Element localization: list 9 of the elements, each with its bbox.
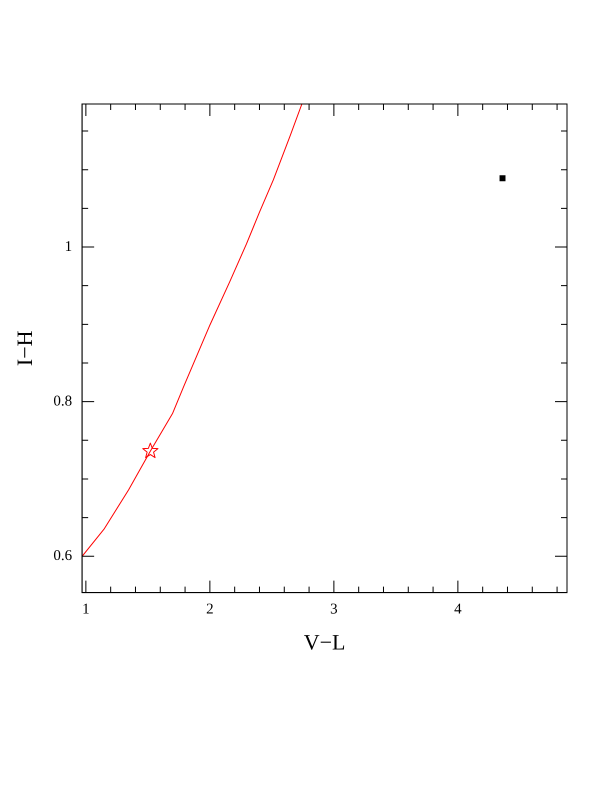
y-axis-title: I−H [12,330,37,366]
y-tick-label: 0.6 [53,548,73,564]
x-tick-label: 3 [330,602,338,618]
y-tick-label: 1 [64,238,72,255]
x-axis-title: V−L [304,630,346,655]
y-tick-label: 0.8 [53,394,72,410]
x-tick-label: 4 [454,602,462,618]
x-tick-label: 1 [82,602,90,618]
x-tick-label: 2 [206,602,214,618]
